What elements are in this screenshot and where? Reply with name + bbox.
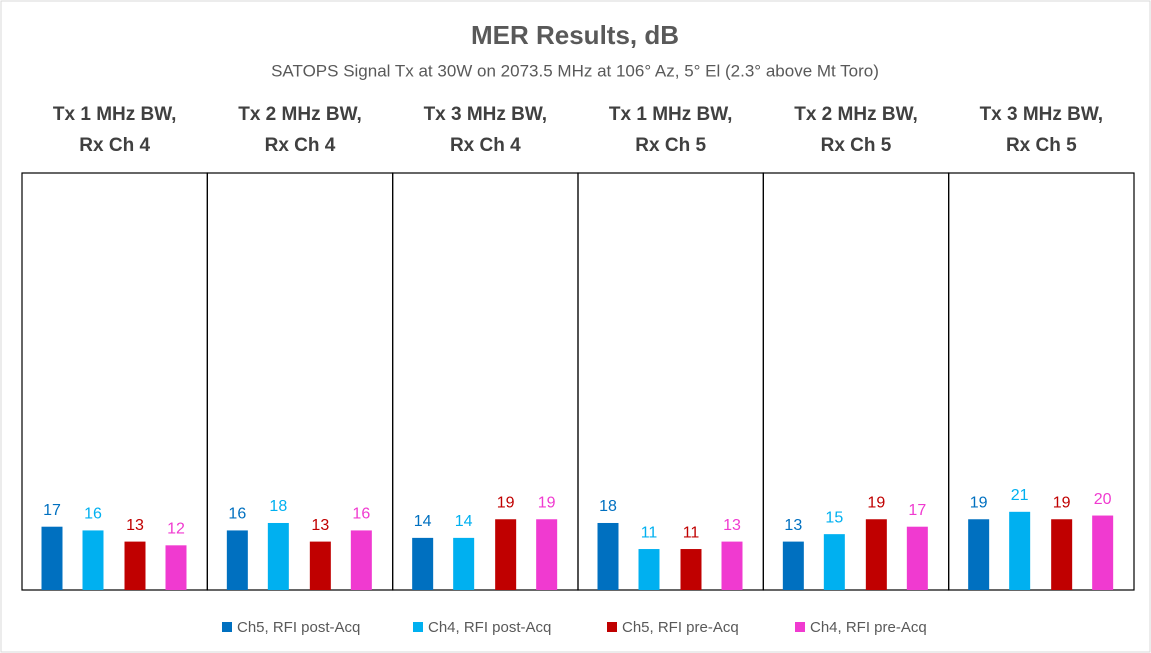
data-label: 18 xyxy=(269,498,287,515)
data-label: 13 xyxy=(311,517,329,534)
bar xyxy=(226,530,248,590)
bar xyxy=(638,549,660,590)
data-label: 11 xyxy=(641,524,658,541)
bar xyxy=(782,541,804,590)
data-label: 17 xyxy=(43,502,61,519)
data-label: 13 xyxy=(723,517,741,534)
bar xyxy=(680,549,702,590)
legend-label: Ch5, RFI post-Acq xyxy=(237,619,360,636)
bar xyxy=(495,519,517,590)
bar xyxy=(597,522,619,590)
bar xyxy=(968,519,990,590)
bar xyxy=(124,541,146,590)
data-label: 16 xyxy=(228,506,246,523)
data-label: 18 xyxy=(599,498,617,515)
bar xyxy=(721,541,743,590)
legend-swatch xyxy=(413,622,423,632)
bar xyxy=(865,519,887,590)
data-label: 12 xyxy=(167,521,185,538)
bar xyxy=(906,526,928,590)
panel-title: Tx 2 MHz BW, Rx Ch 5 xyxy=(794,104,918,156)
data-label: 20 xyxy=(1094,491,1112,508)
bar xyxy=(41,526,63,590)
panel-title: Tx 3 MHz BW, Rx Ch 4 xyxy=(423,104,548,156)
bar xyxy=(1051,519,1073,590)
legend-label: Ch5, RFI pre-Acq xyxy=(622,619,739,636)
data-label: 19 xyxy=(1053,494,1071,511)
bar xyxy=(267,522,289,590)
data-label: 19 xyxy=(867,494,885,511)
panel-title: Tx 3 MHz BW, Rx Ch 5 xyxy=(979,104,1104,156)
bar xyxy=(536,519,558,590)
bar xyxy=(823,534,845,590)
data-label: 16 xyxy=(84,506,102,523)
legend-swatch xyxy=(607,622,617,632)
data-label: 14 xyxy=(455,513,473,530)
bar xyxy=(453,537,475,590)
data-label: 19 xyxy=(538,494,556,511)
chart-title: MER Results, dB xyxy=(471,20,679,50)
panel-title: Tx 1 MHz BW, Rx Ch 4 xyxy=(52,104,177,156)
bar xyxy=(309,541,331,590)
chart-subtitle: SATOPS Signal Tx at 30W on 2073.5 MHz at… xyxy=(271,61,879,80)
bar xyxy=(82,530,104,590)
data-label: 13 xyxy=(126,517,144,534)
data-label: 15 xyxy=(825,509,843,526)
bar xyxy=(412,537,434,590)
bar xyxy=(350,530,372,590)
bar xyxy=(1092,515,1114,590)
bar xyxy=(1009,511,1031,590)
legend-swatch xyxy=(795,622,805,632)
legend-swatch xyxy=(222,622,232,632)
data-label: 19 xyxy=(497,494,515,511)
data-label: 16 xyxy=(352,506,370,523)
data-label: 19 xyxy=(970,494,988,511)
panel-title: Tx 1 MHz BW, Rx Ch 5 xyxy=(608,104,733,156)
bar xyxy=(165,545,187,590)
data-label: 21 xyxy=(1011,487,1029,504)
data-label: 11 xyxy=(683,524,700,541)
legend-label: Ch4, RFI pre-Acq xyxy=(810,619,927,636)
data-label: 13 xyxy=(784,517,802,534)
data-label: 14 xyxy=(414,513,432,530)
panel xyxy=(948,172,1135,591)
legend-label: Ch4, RFI post-Acq xyxy=(428,619,551,636)
data-label: 17 xyxy=(908,502,926,519)
panel-title: Tx 2 MHz BW, Rx Ch 4 xyxy=(238,104,362,156)
